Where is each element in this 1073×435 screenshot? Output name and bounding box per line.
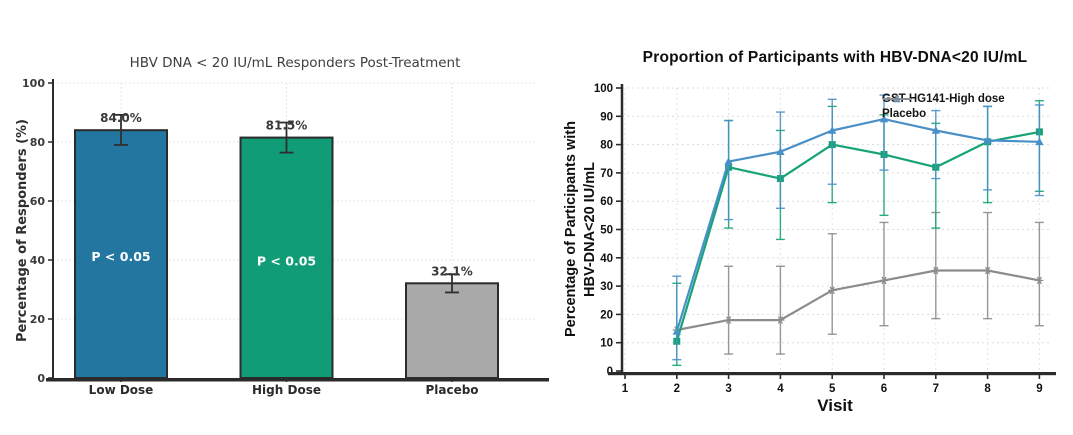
bar-chart-y-axis-label: Percentage of Responders (%) — [14, 118, 30, 343]
marker-star — [1036, 276, 1042, 285]
series-line — [676, 269, 1040, 332]
significance-annotation: P < 0.05 — [91, 249, 150, 264]
y-tick-label: 10 — [600, 338, 613, 350]
y-tick-label: 30 — [600, 281, 613, 293]
y-tick-label: 0 — [37, 372, 45, 385]
x-tick-label: 8 — [984, 383, 991, 395]
y-tick-label: 60 — [600, 196, 613, 208]
significance-annotation: P < 0.05 — [257, 253, 316, 268]
legend-label: Placebo — [882, 108, 927, 120]
marker-star — [985, 266, 991, 275]
line-chart-x-axis-label: Visit — [817, 396, 853, 415]
series-line — [675, 118, 1040, 332]
y-tick-label: 80 — [600, 140, 613, 152]
legend-label: GST-HG141-High dose — [882, 93, 1005, 105]
marker-star — [881, 276, 887, 285]
bar-chart-plot: 84.0% Low Dose 81.5% High Dose 32.1% Placebo P… — [22, 77, 549, 397]
y-tick-label: 40 — [600, 253, 613, 265]
bar-placebo — [405, 282, 499, 379]
line-chart-panel: 1234567890102030405060708090100 Proporti… — [560, 0, 1073, 435]
y-tick-label: 20 — [30, 313, 46, 326]
x-axis-spine — [46, 378, 549, 382]
legend-item-placebo: Placebo — [882, 95, 1005, 120]
marker-triangle — [672, 327, 681, 335]
series-gst-hg141-high-dose — [672, 94, 1044, 361]
y-tick-label: 90 — [600, 111, 613, 123]
marker-triangle — [879, 114, 889, 123]
y-tick-label: 80 — [30, 136, 46, 149]
marker-triangle — [1035, 137, 1044, 146]
series-placebo — [672, 211, 1044, 355]
bar-low-dose — [74, 129, 168, 379]
series-line — [675, 130, 1040, 342]
bar-value-label: 81.5% — [266, 119, 308, 133]
x-tick-label: 4 — [777, 383, 784, 395]
x-category-label: Placebo — [425, 383, 478, 397]
legend-key-star — [894, 95, 900, 103]
marker-triangle — [724, 157, 733, 165]
x-category-label: Low Dose — [89, 383, 154, 397]
bar-high-dose — [239, 136, 334, 379]
y-tick-label: 100 — [22, 77, 45, 90]
y-tick-label: 40 — [30, 254, 46, 267]
marker-triangle — [983, 136, 992, 144]
x-tick-label: 1 — [622, 383, 629, 395]
marker-star — [777, 316, 783, 324]
legend-star-marker-icon — [883, 95, 911, 103]
line-chart-legend: GST-HG141-High dose Placebo — [882, 93, 1005, 120]
marker-triangle — [776, 147, 785, 155]
y-tick-label: 60 — [30, 195, 46, 208]
bar-chart-title: HBV DNA < 20 IU/mL Responders Post-Treat… — [129, 55, 461, 71]
x-tick-label: 6 — [881, 383, 887, 395]
line-chart-y-axis-label-line-2: HBV-DNA<20 IU/mL — [581, 162, 598, 297]
marker-triangle — [931, 126, 940, 134]
marker-triangle — [828, 126, 837, 134]
y-tick-label: 70 — [600, 168, 613, 180]
bar-chart-panel: 84.0% Low Dose 81.5% High Dose 32.1% Placebo P… — [14, 55, 549, 397]
bar-value-label: 32.1% — [431, 264, 473, 278]
bar-value-label: 84.0% — [100, 111, 142, 125]
line-chart-plot: 1234567890102030405060708090100 — [594, 83, 1056, 395]
marker-star — [933, 266, 939, 275]
line-chart-y-axis-label-line-1: Percentage of Participants with — [563, 121, 579, 338]
x-axis-spine — [608, 372, 1056, 376]
y-tick-label: 100 — [594, 83, 613, 95]
marker-star — [829, 286, 835, 295]
y-tick-label: 50 — [600, 225, 613, 237]
x-tick-label: 7 — [933, 383, 939, 395]
x-tick-label: 9 — [1036, 383, 1042, 395]
x-tick-label: 5 — [829, 383, 836, 395]
x-category-label: High Dose — [252, 383, 321, 397]
y-tick-label: 20 — [600, 309, 613, 321]
line-chart-title: Proportion of Participants with HBV-DNA<… — [642, 49, 1028, 66]
marker-star — [726, 316, 732, 324]
x-tick-label: 2 — [674, 383, 680, 395]
line-chart-y-axis-label: Percentage of Participants with HBV-DNA<… — [562, 88, 606, 371]
x-tick-label: 3 — [725, 383, 731, 395]
